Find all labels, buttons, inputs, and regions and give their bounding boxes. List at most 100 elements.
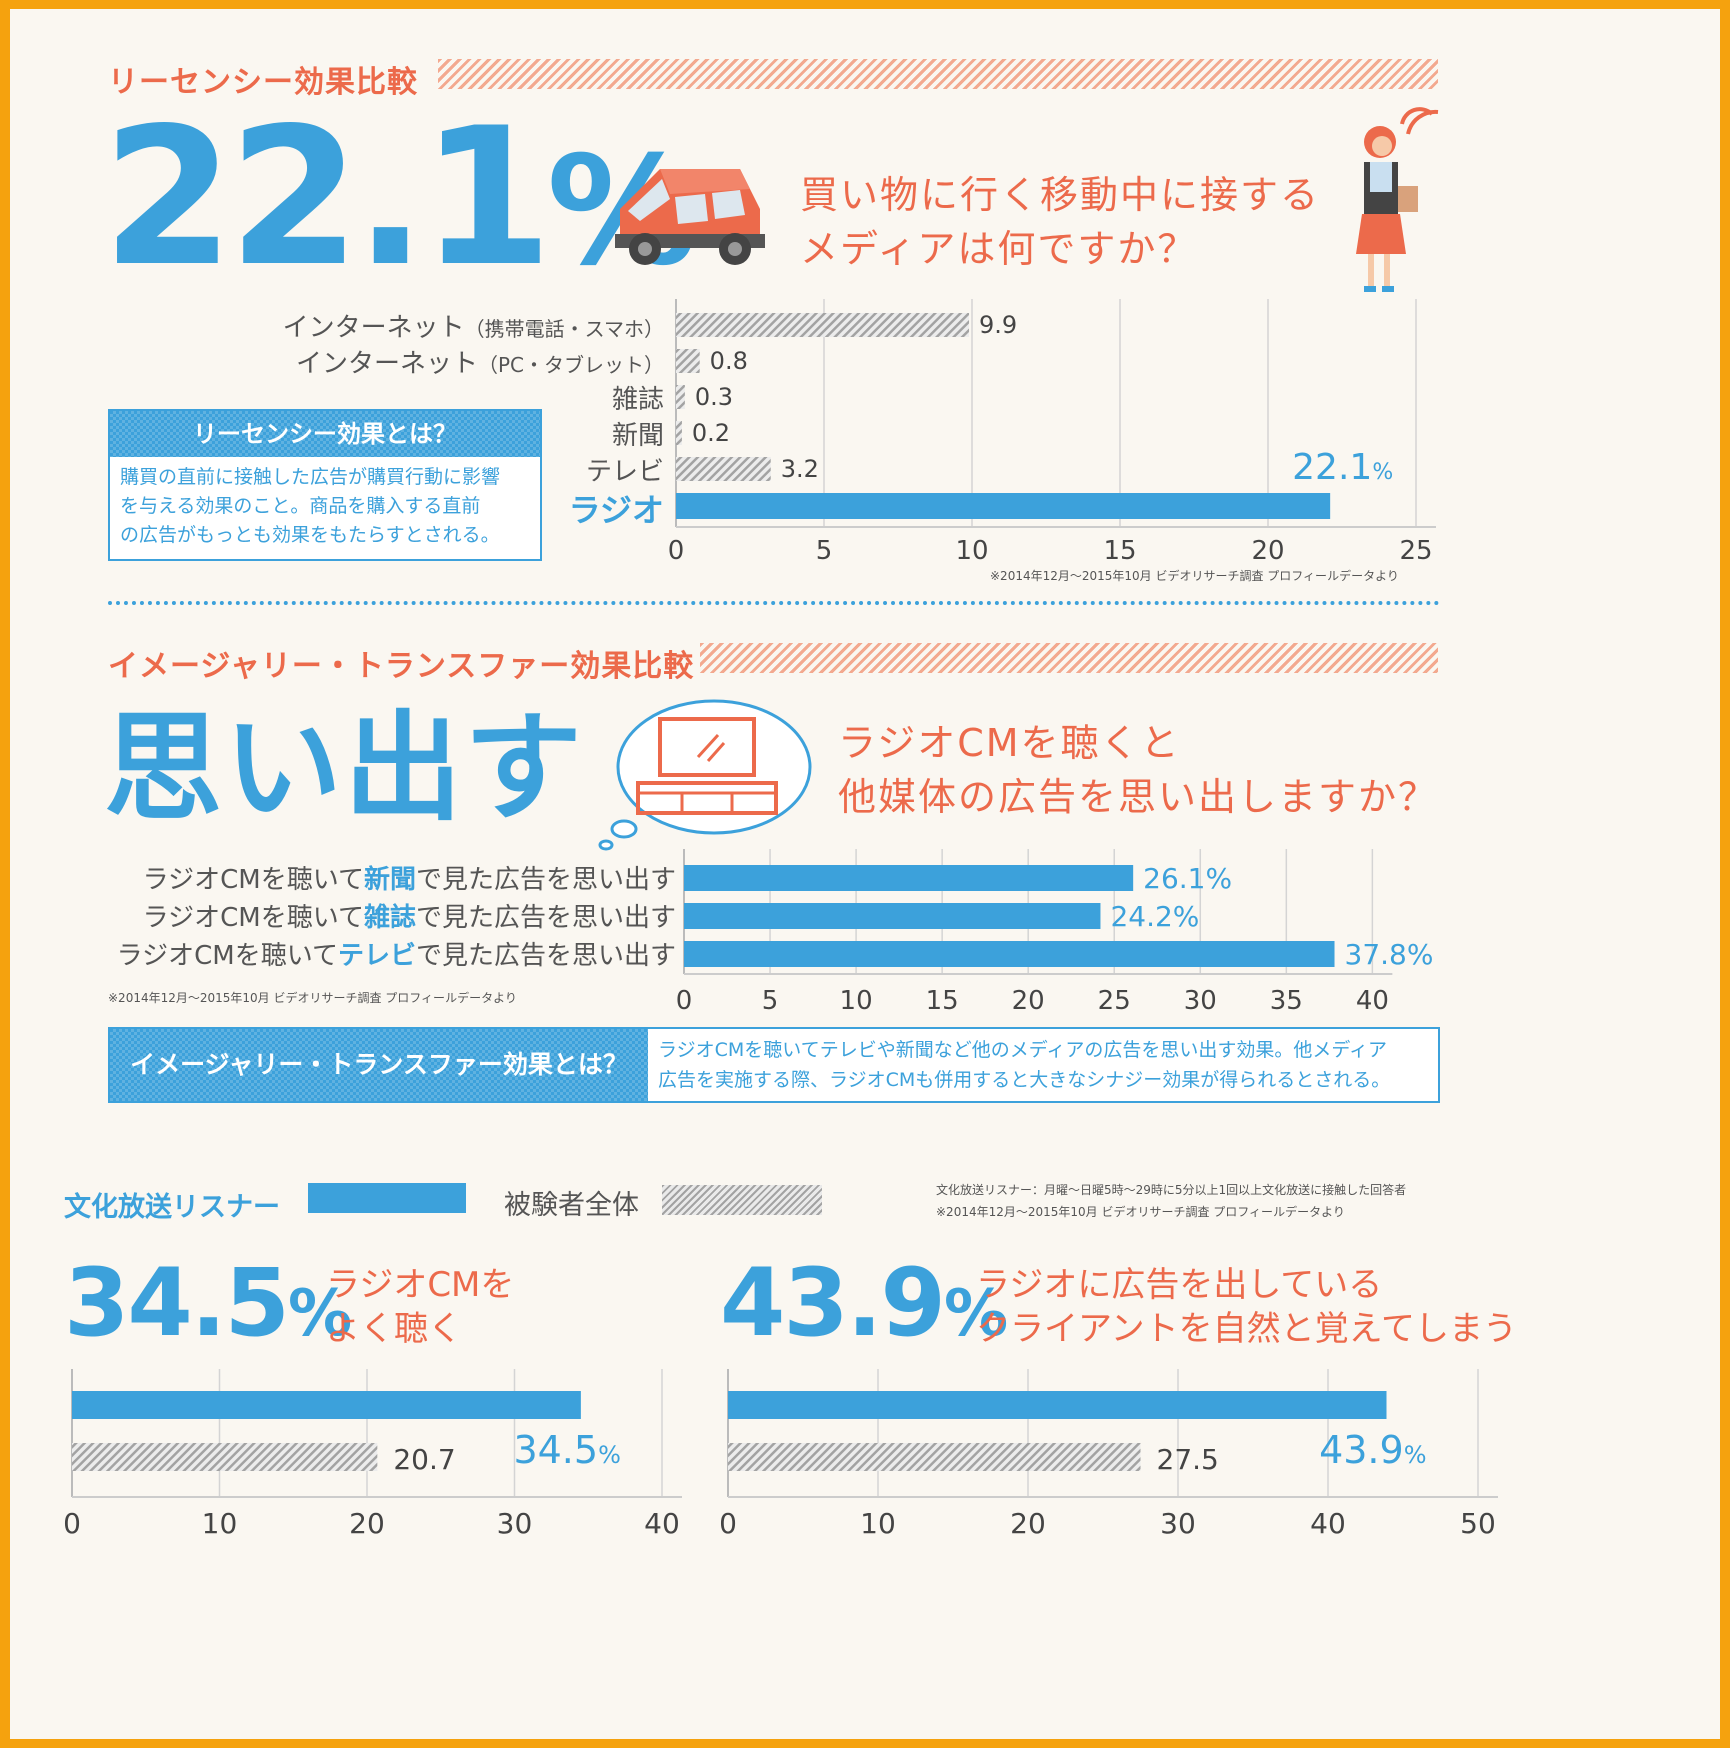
chart1-value-label: 9.9	[979, 311, 1017, 339]
chart2-value-label: 26.1%	[1143, 862, 1232, 895]
recency-definition-title: リーセンシー効果とは？	[110, 411, 540, 457]
chart3-listener-bar	[72, 1391, 581, 1419]
x-tick-label: 35	[1270, 986, 1303, 1016]
left-caption: ラジオCMを よく聴く	[326, 1265, 515, 1349]
tv-thought-bubble-icon	[598, 699, 812, 851]
x-tick-label: 20	[349, 1507, 385, 1540]
legend-listener-swatch	[308, 1183, 466, 1213]
legend-all-swatch	[662, 1185, 822, 1215]
x-tick-label: 50	[1460, 1507, 1496, 1540]
chart1-value-label: 0.2	[692, 419, 730, 447]
legend-listener-label: 文化放送リスナー	[64, 1192, 280, 1223]
x-tick-label: 10	[955, 536, 988, 566]
x-tick-label: 15	[926, 986, 959, 1016]
x-tick-label: 10	[840, 986, 873, 1016]
chart1-bar	[676, 385, 685, 409]
x-tick-label: 30	[1184, 986, 1217, 1016]
x-tick-label: 10	[202, 1507, 238, 1540]
car-icon	[615, 169, 765, 265]
section3-note-line1: 文化放送リスナー：月曜〜日曜5時〜29時に5分以上1回以上文化放送に接触した回答…	[936, 1183, 1407, 1197]
chart2-bar	[684, 903, 1101, 929]
x-tick-label: 5	[816, 536, 833, 566]
recency-definition-text: 購買の直前に接触した広告が購買行動に影響 を与える効果のこと。商品を購入する直前…	[120, 466, 501, 546]
chart1-label-magazine: 雑誌	[611, 385, 664, 415]
chart2-source: ※2014年12月〜2015年10月 ビデオリサーチ調査 プロフィールデータより	[108, 991, 517, 1005]
chart3-all-value-label: 20.7	[393, 1443, 455, 1476]
chart1-bar	[676, 313, 970, 337]
chart1-value-label: 0.3	[695, 383, 733, 411]
chart2-bar	[684, 941, 1335, 967]
section2-title: イメージャリー・トランスファー効果比較	[108, 649, 695, 684]
big-stat-number: 22.1	[102, 87, 553, 308]
chart1-label-tv: テレビ	[585, 457, 664, 487]
chart3-listener-value-label: 34.5%	[513, 1428, 620, 1472]
chart1-value-label: 3.2	[781, 455, 819, 483]
x-tick-label: 30	[1160, 1507, 1196, 1540]
x-tick-label: 20	[1251, 536, 1284, 566]
chart1-value-label-highlight: 22.1%	[1292, 447, 1393, 488]
x-tick-label: 10	[860, 1507, 896, 1540]
chart1-source: ※2014年12月〜2015年10月 ビデオリサーチ調査 プロフィールデータより	[990, 569, 1399, 583]
chart1-bar	[676, 421, 682, 445]
infographic-page: リーセンシー効果比較 22.1% 買い物に行く移動中に接する メディアは何ですか…	[10, 9, 1720, 1739]
chart1-value-label: 0.8	[710, 347, 748, 375]
recency-bar-chart: 0 5 10 15 20 25 9.9 0.8 0.3 0.2 3.2 22.1%	[668, 299, 1436, 569]
chart1-label-radio: ラジオ	[568, 491, 664, 529]
chart2-value-label: 37.8%	[1345, 938, 1434, 971]
chart3-svg: 0 10 20 30 40 20.7 34.5%	[63, 1369, 682, 1540]
x-tick-label: 25	[1399, 536, 1432, 566]
chart1-bar	[676, 457, 771, 481]
chart1-bar	[676, 349, 700, 373]
recency-definition-box: リーセンシー効果とは？ 購買の直前に接触した広告が購買行動に影響 を与える効果の…	[108, 409, 542, 561]
x-tick-label: 20	[1012, 986, 1045, 1016]
radio-cm-listening-chart: 0 10 20 30 40 20.7 34.5%	[63, 1369, 682, 1540]
chart1-label-newspaper: 新聞	[611, 421, 664, 451]
chart1-bar	[676, 493, 1331, 519]
imagery-definition-title: イメージャリー・トランスファー効果とは？	[110, 1029, 648, 1101]
section-separator	[108, 601, 1440, 605]
advertiser-recall-chart: 0 10 20 30 40 50 27.5 43.9%	[719, 1369, 1498, 1540]
section2-question-line1: ラジオCMを聴くと	[838, 721, 1181, 765]
chart1-label-internet-pc: インターネット（PC・タブレット）	[295, 349, 664, 379]
right-big-stat: 43.9%	[720, 1249, 1008, 1358]
imagery-definition-box: イメージャリー・トランスファー効果とは？ ラジオCMを聴いてテレビや新聞など他の…	[108, 1027, 1440, 1103]
section1-question-line2: メディアは何ですか？	[800, 227, 1198, 271]
big-recall-text: 思い出す	[104, 699, 585, 837]
right-caption: ラジオに広告を出している クライアントを自然と覚えてしまう	[976, 1265, 1517, 1349]
chart3-all-bar	[72, 1443, 378, 1471]
left-big-stat: 34.5%	[64, 1249, 352, 1358]
recall-bar-chart: 0 5 10 15 20 25 30 35 40 26.1% 24.2% 37.8%	[676, 849, 1433, 1019]
chart4-listener-bar	[728, 1391, 1387, 1419]
woman-shopper-icon	[1356, 107, 1439, 292]
x-tick-label: 0	[719, 1507, 737, 1540]
x-tick-label: 15	[1103, 536, 1136, 566]
chart4-all-value-label: 27.5	[1157, 1443, 1219, 1476]
x-tick-label: 40	[1356, 986, 1389, 1016]
chart2-label-magazine: ラジオCMを聴いて雑誌で見た広告を思い出す	[142, 903, 676, 933]
legend-all-label: 被験者全体	[504, 1190, 639, 1221]
x-tick-label: 40	[644, 1507, 680, 1540]
x-tick-label: 0	[63, 1507, 81, 1540]
chart2-value-label: 24.2%	[1110, 900, 1199, 933]
chart4-all-bar	[728, 1443, 1141, 1471]
section1-title: リーセンシー効果比較	[108, 65, 418, 100]
chart2-label-newspaper: ラジオCMを聴いて新聞で見た広告を思い出す	[142, 865, 676, 895]
x-tick-label: 30	[497, 1507, 533, 1540]
chart1-svg: 0 5 10 15 20 25 9.9 0.8 0.3 0.2 3.2 22.1%	[668, 299, 1436, 566]
x-tick-label: 0	[668, 536, 685, 566]
chart2-label-tv: ラジオCMを聴いてテレビで見た広告を思い出す	[116, 941, 676, 971]
x-tick-label: 0	[676, 986, 693, 1016]
section3-note-line2: ※2014年12月〜2015年10月 ビデオリサーチ調査 プロフィールデータより	[936, 1205, 1345, 1219]
chart4-listener-value-label: 43.9%	[1319, 1428, 1426, 1472]
imagery-definition-text: ラジオCMを聴いてテレビや新聞など他のメディアの広告を思い出す効果。他メディア …	[658, 1039, 1391, 1091]
section2-question-line2: 他媒体の広告を思い出しますか？	[838, 775, 1439, 819]
section1-question-line1: 買い物に行く移動中に接する	[800, 173, 1321, 217]
x-tick-label: 40	[1310, 1507, 1346, 1540]
section2-title-rule	[700, 643, 1438, 673]
chart2-svg: 0 5 10 15 20 25 30 35 40 26.1% 24.2% 37.8%	[676, 849, 1433, 1016]
section1-title-rule	[438, 59, 1438, 89]
x-tick-label: 20	[1010, 1507, 1046, 1540]
x-tick-label: 5	[762, 986, 779, 1016]
x-tick-label: 25	[1098, 986, 1131, 1016]
chart4-svg: 0 10 20 30 40 50 27.5 43.9%	[719, 1369, 1498, 1540]
